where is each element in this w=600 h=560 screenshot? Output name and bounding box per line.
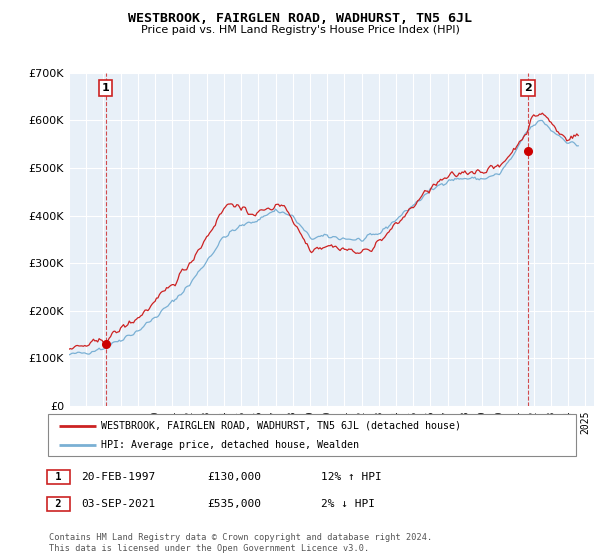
Text: 2: 2 bbox=[524, 83, 532, 93]
Text: 1: 1 bbox=[49, 472, 68, 482]
Text: WESTBROOK, FAIRGLEN ROAD, WADHURST, TN5 6JL: WESTBROOK, FAIRGLEN ROAD, WADHURST, TN5 … bbox=[128, 12, 472, 25]
Text: 03-SEP-2021: 03-SEP-2021 bbox=[81, 499, 155, 509]
Text: 12% ↑ HPI: 12% ↑ HPI bbox=[321, 472, 382, 482]
Text: WESTBROOK, FAIRGLEN ROAD, WADHURST, TN5 6JL (detached house): WESTBROOK, FAIRGLEN ROAD, WADHURST, TN5 … bbox=[101, 421, 461, 431]
Text: 20-FEB-1997: 20-FEB-1997 bbox=[81, 472, 155, 482]
Text: 1: 1 bbox=[102, 83, 110, 93]
Text: HPI: Average price, detached house, Wealden: HPI: Average price, detached house, Weal… bbox=[101, 440, 359, 450]
Text: Contains HM Land Registry data © Crown copyright and database right 2024.
This d: Contains HM Land Registry data © Crown c… bbox=[49, 533, 433, 553]
Text: Price paid vs. HM Land Registry's House Price Index (HPI): Price paid vs. HM Land Registry's House … bbox=[140, 25, 460, 35]
Text: 2% ↓ HPI: 2% ↓ HPI bbox=[321, 499, 375, 509]
Text: 2: 2 bbox=[49, 499, 68, 509]
Text: £535,000: £535,000 bbox=[207, 499, 261, 509]
Text: £130,000: £130,000 bbox=[207, 472, 261, 482]
